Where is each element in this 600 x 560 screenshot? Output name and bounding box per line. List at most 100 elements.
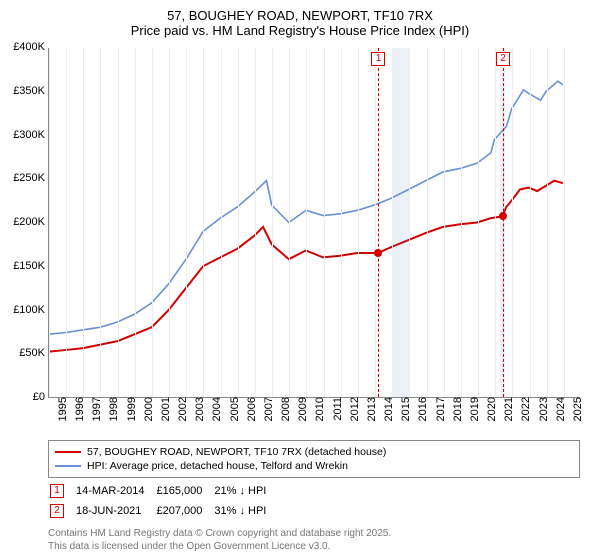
x-tick-label: 1997 [87,397,103,421]
x-tick-label: 2013 [362,397,378,421]
grid-line [375,48,376,397]
x-tick-label: 1998 [104,397,120,421]
y-tick-label: £350K [13,85,49,97]
grid-line [444,48,445,397]
event-date: 14-MAR-2014 [76,482,154,500]
x-tick-label: 2007 [259,397,275,421]
y-tick-label: £150K [13,260,49,272]
event-line [378,48,379,397]
x-tick-label: 2018 [448,397,464,421]
x-tick-label: 2011 [328,397,344,421]
legend: 57, BOUGHEY ROAD, NEWPORT, TF10 7RX (det… [48,440,580,478]
grid-line [255,48,256,397]
event-row: 1 14-MAR-2014£165,00021% ↓ HPI [50,482,276,500]
x-tick-label: 2023 [534,397,550,421]
event-line [503,48,504,397]
event-number: 2 [50,504,64,518]
x-tick-label: 2014 [379,397,395,421]
x-tick-label: 2016 [413,397,429,421]
event-marker: 2 [496,52,510,66]
legend-item: HPI: Average price, detached house, Telf… [55,459,573,473]
grid-line [512,48,513,397]
x-tick-label: 2012 [345,397,361,421]
x-tick-label: 2022 [516,397,532,421]
legend-label: HPI: Average price, detached house, Telf… [87,460,348,472]
event-delta: 21% ↓ HPI [214,482,276,500]
grid-line [341,48,342,397]
grid-line [461,48,462,397]
event-price: £207,000 [156,502,212,520]
footer-line2: This data is licensed under the Open Gov… [48,541,391,554]
x-tick-label: 2024 [551,397,567,421]
event-price: £165,000 [156,482,212,500]
highlight-band [392,48,409,397]
x-tick-label: 2006 [242,397,258,421]
grid-line [478,48,479,397]
x-tick-label: 2015 [396,397,412,421]
title-line2: Price paid vs. HM Land Registry's House … [0,23,600,38]
grid-line [324,48,325,397]
price-marker [499,212,507,220]
grid-line [100,48,101,397]
grid-line [392,48,393,397]
x-tick-label: 1996 [70,397,86,421]
grid-line [49,48,50,397]
x-tick-label: 2005 [225,397,241,421]
x-tick-label: 2003 [190,397,206,421]
x-tick-label: 1999 [122,397,138,421]
x-tick-label: 2010 [310,397,326,421]
grid-line [427,48,428,397]
x-tick-label: 2021 [499,397,515,421]
grid-line [564,48,565,397]
grid-line [221,48,222,397]
footer-line1: Contains HM Land Registry data © Crown c… [48,528,391,541]
x-tick-label: 2017 [431,397,447,421]
event-delta: 31% ↓ HPI [214,502,276,520]
y-tick-label: £250K [13,172,49,184]
legend-swatch [55,451,81,453]
grid-line [306,48,307,397]
y-tick-label: £400K [13,41,49,53]
event-row: 218-JUN-2021£207,00031% ↓ HPI [50,502,276,520]
x-tick-label: 2019 [465,397,481,421]
x-tick-label: 2000 [139,397,155,421]
grid-line [83,48,84,397]
y-tick-label: £100K [13,304,49,316]
x-tick-label: 2009 [293,397,309,421]
y-tick-label: £300K [13,129,49,141]
grid-line [169,48,170,397]
x-tick-label: 2002 [173,397,189,421]
grid-line [66,48,67,397]
legend-item: 57, BOUGHEY ROAD, NEWPORT, TF10 7RX (det… [55,445,573,459]
grid-line [358,48,359,397]
legend-label: 57, BOUGHEY ROAD, NEWPORT, TF10 7RX (det… [87,446,386,458]
grid-line [238,48,239,397]
price-marker [374,249,382,257]
footer: Contains HM Land Registry data © Crown c… [48,528,391,553]
y-tick-label: £0 [33,391,49,403]
y-tick-label: £50K [19,347,49,359]
grid-line [289,48,290,397]
event-marker: 1 [371,52,385,66]
y-tick-label: £200K [13,216,49,228]
grid-line [203,48,204,397]
grid-line [530,48,531,397]
x-tick-label: 2001 [156,397,172,421]
x-tick-label: 2004 [207,397,223,421]
grid-line [272,48,273,397]
grid-line [547,48,548,397]
chart-area: 1995199619971998199920002001200220032004… [48,48,580,398]
grid-line [152,48,153,397]
x-tick-label: 2020 [482,397,498,421]
x-tick-label: 2008 [276,397,292,421]
title-line1: 57, BOUGHEY ROAD, NEWPORT, TF10 7RX [0,8,600,23]
events-table: 1 14-MAR-2014£165,00021% ↓ HPI 218-JUN-202… [48,480,278,522]
legend-swatch [55,465,81,467]
x-tick-label: 1995 [53,397,69,421]
grid-line [118,48,119,397]
x-tick-label: 2025 [568,397,584,421]
event-number: 1 [50,484,64,498]
grid-line [409,48,410,397]
grid-line [495,48,496,397]
grid-line [135,48,136,397]
